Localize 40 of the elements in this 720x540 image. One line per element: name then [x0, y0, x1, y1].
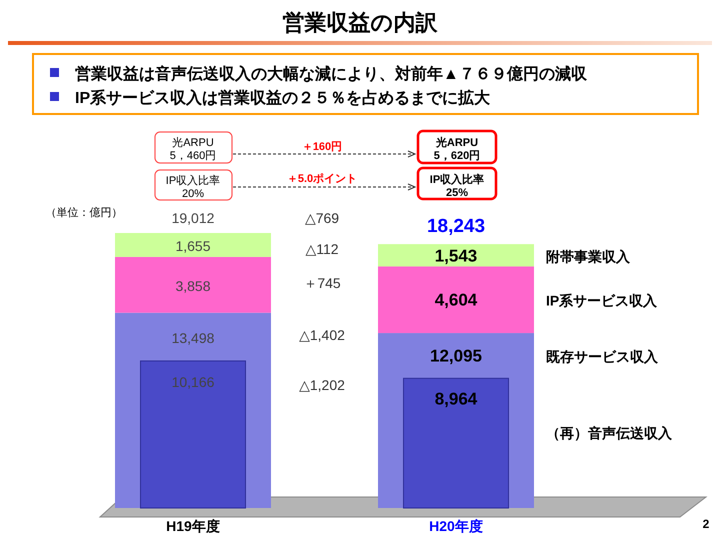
total-label: 19,012 — [172, 210, 215, 226]
text: （再）音声伝送収入 — [546, 425, 673, 441]
text: 5，620円 — [434, 150, 480, 162]
text: △769 — [304, 210, 340, 226]
data-label: 3,858 — [175, 278, 211, 294]
annotation: △112 — [305, 241, 339, 257]
x-tick-label: H20年度 — [429, 518, 483, 534]
text: 25% — [446, 187, 468, 199]
text: 営業収益は音声伝送収入の大幅な減により、対前年▲７６９億円の減収 — [75, 64, 588, 83]
bar — [115, 233, 271, 257]
data-label: 8,964 — [434, 389, 478, 408]
chart-title: 営業収益の内訳 — [282, 10, 438, 35]
text: 光ARPU — [434, 136, 478, 149]
data-label: 13,498 — [172, 330, 215, 346]
bar — [115, 256, 271, 313]
annotation: ＋745 — [303, 275, 341, 291]
text: ＋160円 — [302, 141, 342, 153]
data-label: 12,095 — [430, 346, 482, 366]
text: IP収入比率 — [430, 173, 484, 186]
series-label: IP系サービス収入 — [546, 292, 658, 309]
series-label: 附帯事業収入 — [546, 248, 631, 264]
text: ＋5.0ポイント — [286, 173, 358, 185]
x-tick-label: H19年度 — [166, 518, 220, 534]
data-label: 4,604 — [434, 290, 478, 310]
series-label: 既存サービス収入 — [546, 348, 659, 365]
text: （単位：億円） — [46, 206, 122, 219]
text: 光ARPU — [172, 136, 214, 149]
text: 2 — [702, 517, 710, 531]
text: IP収入比率 — [166, 174, 220, 187]
text: 20% — [182, 188, 204, 200]
data-label: 10,166 — [172, 374, 215, 390]
text: 5，460円 — [170, 150, 216, 162]
bar — [378, 244, 534, 266]
annotation: △1,202 — [299, 377, 346, 393]
annotation: △1,402 — [299, 327, 346, 343]
data-label: 1,655 — [175, 238, 211, 254]
total-label: 18,243 — [426, 216, 486, 238]
text: IP系サービス収入は営業収益の２５％を占めるまでに拡大 — [75, 89, 492, 107]
data-label: 1,543 — [434, 246, 478, 266]
bar — [378, 266, 534, 334]
